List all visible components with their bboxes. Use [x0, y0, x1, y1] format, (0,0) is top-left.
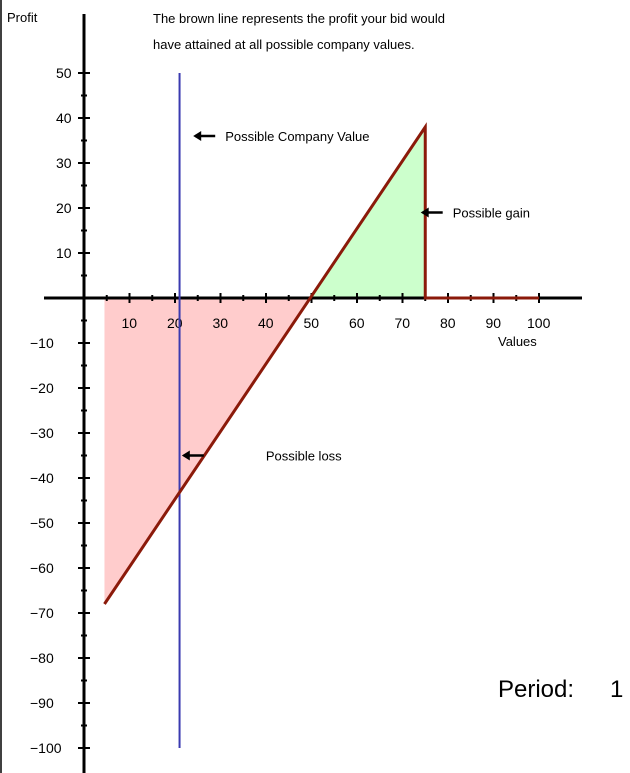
annotation-arrowhead	[420, 207, 429, 218]
x-tick-label: 60	[349, 315, 365, 331]
x-tick-label: 70	[395, 315, 411, 331]
annotation-label: Possible gain	[453, 206, 530, 221]
x-tick-label: 50	[304, 315, 320, 331]
description-line-2: have attained at all possible company va…	[153, 37, 415, 52]
y-tick-label: −80	[30, 650, 54, 666]
y-tick-label: 10	[56, 245, 72, 261]
annotation-label: Possible loss	[266, 449, 342, 464]
annotation: Possible loss	[181, 449, 342, 464]
y-tick-label: −60	[30, 560, 54, 576]
x-tick-label: 90	[486, 315, 502, 331]
y-tick-label: 50	[56, 65, 72, 81]
y-tick-label: −40	[30, 470, 54, 486]
y-tick-label: 20	[56, 200, 72, 216]
period-value: 1	[610, 676, 623, 703]
period-label: Period:	[498, 676, 574, 703]
x-tick-label: 80	[440, 315, 456, 331]
annotation: Possible gain	[420, 206, 530, 221]
y-tick-label: −10	[30, 335, 54, 351]
annotation: Possible Company Value	[193, 129, 369, 144]
y-tick-label: −50	[30, 515, 54, 531]
y-tick-label: −30	[30, 425, 54, 441]
x-tick-label: 30	[213, 315, 229, 331]
x-axis-title: Values	[498, 334, 537, 349]
y-tick-label: 40	[56, 110, 72, 126]
y-tick-label: −70	[30, 605, 54, 621]
x-tick-label: 100	[527, 315, 551, 331]
annotation-arrowhead	[181, 450, 190, 461]
description-line-1: The brown line represents the profit you…	[153, 11, 445, 26]
x-tick-label: 10	[122, 315, 138, 331]
y-axis-title: Profit	[7, 10, 38, 25]
annotation-arrowhead	[193, 131, 202, 141]
y-tick-label: 30	[56, 155, 72, 171]
y-tick-label: −90	[30, 695, 54, 711]
y-tick-label: −100	[30, 740, 62, 756]
annotation-label: Possible Company Value	[225, 129, 369, 144]
x-tick-label: 40	[258, 315, 274, 331]
y-tick-label: −20	[30, 380, 54, 396]
